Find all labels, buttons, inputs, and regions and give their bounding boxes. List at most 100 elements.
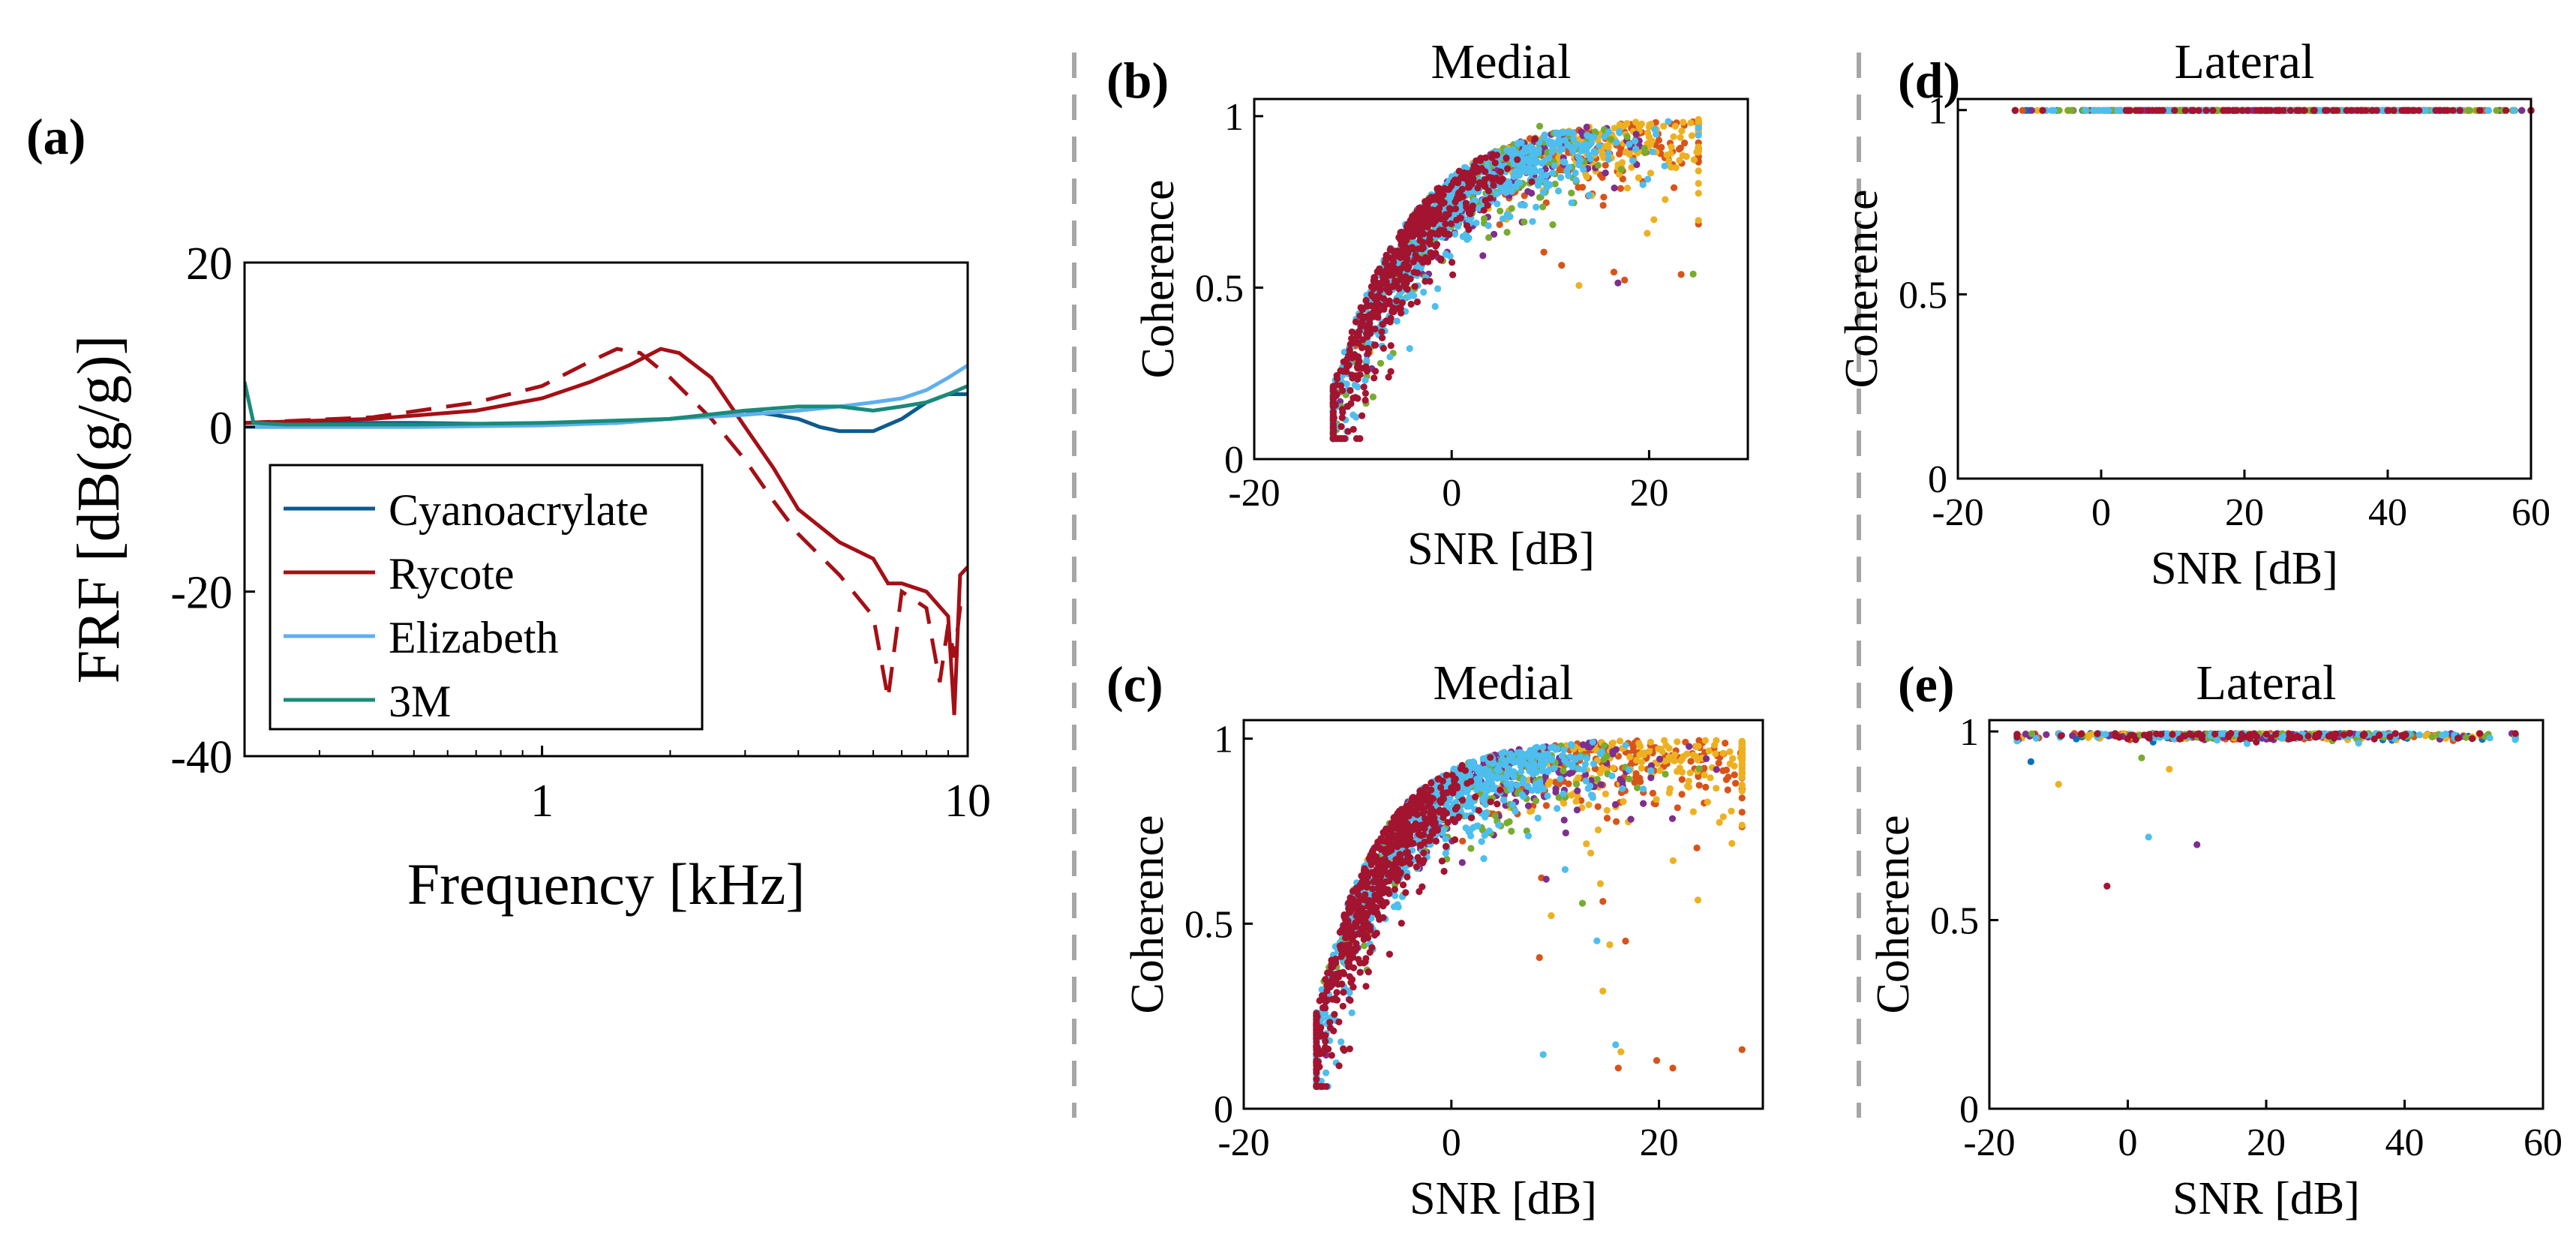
x-axis-label: SNR [dB] bbox=[1410, 1173, 1597, 1224]
scatter-point bbox=[1680, 119, 1687, 126]
scatter-point bbox=[1626, 140, 1633, 148]
scatter-point bbox=[1457, 215, 1464, 222]
scatter-point bbox=[1617, 185, 1624, 192]
scatter-point bbox=[1365, 302, 1372, 309]
scatter-point bbox=[2126, 107, 2133, 114]
scatter-point bbox=[2493, 107, 2500, 114]
scatter-point bbox=[2258, 107, 2266, 114]
scatter-point bbox=[1667, 164, 1674, 171]
scatter-point bbox=[1491, 159, 1499, 167]
scatter-point bbox=[1479, 252, 1487, 260]
scatter-point bbox=[1568, 189, 1575, 197]
scatter-point bbox=[1632, 131, 1640, 138]
scatter-point bbox=[1524, 761, 1532, 769]
scatter-point bbox=[1448, 191, 1455, 199]
scatter-point bbox=[1575, 774, 1582, 782]
scatter-point bbox=[1632, 146, 1640, 153]
scatter-point bbox=[1606, 941, 1614, 948]
frf-line-rycote-dashed bbox=[245, 347, 968, 699]
scatter-point bbox=[1395, 807, 1403, 815]
scatter-point bbox=[1444, 186, 1452, 194]
scatter-point bbox=[1445, 230, 1452, 238]
scatter-point bbox=[1612, 1041, 1620, 1049]
scatter-point bbox=[1499, 186, 1507, 194]
scatter-point bbox=[1470, 178, 1477, 185]
scatter-point bbox=[1497, 178, 1504, 185]
scatter-point bbox=[1328, 1052, 1335, 1059]
scatter-point bbox=[1371, 325, 1379, 333]
scatter-point bbox=[1533, 146, 1540, 154]
scatter-point bbox=[1442, 211, 1449, 218]
scatter-point bbox=[1354, 395, 1362, 402]
scatter-point bbox=[1446, 205, 1453, 212]
frf-lines bbox=[245, 347, 968, 716]
scatter-point bbox=[1575, 161, 1583, 169]
scatter-point bbox=[1661, 162, 1668, 170]
scatter-point bbox=[1323, 1069, 1330, 1076]
scatter-point bbox=[1649, 789, 1656, 797]
scatter-point bbox=[1686, 769, 1694, 776]
scatter-point bbox=[1514, 140, 1521, 148]
scatter-point bbox=[1356, 435, 1364, 443]
scatter-point bbox=[1589, 794, 1596, 801]
scatter-point bbox=[1424, 215, 1432, 222]
scatter-point bbox=[1403, 231, 1411, 239]
scatter-point bbox=[1443, 771, 1450, 779]
chart-title: Lateral bbox=[2175, 35, 2315, 89]
scatter-point bbox=[2409, 107, 2417, 114]
scatter-point bbox=[2105, 107, 2112, 114]
scatter-point bbox=[2415, 107, 2423, 114]
scatter-point bbox=[1403, 849, 1410, 857]
scatter-point bbox=[1490, 182, 1497, 189]
scatter-point bbox=[1616, 129, 1623, 137]
scatter-point bbox=[1506, 818, 1513, 825]
scatter-point bbox=[1725, 773, 1732, 781]
scatter-point bbox=[1417, 842, 1425, 849]
scatter-point bbox=[2310, 107, 2318, 114]
scatter-point bbox=[1479, 826, 1486, 834]
scatter-point bbox=[1587, 133, 1594, 140]
scatter-point bbox=[1487, 754, 1494, 761]
scatter-point bbox=[1603, 752, 1611, 760]
scatter-point bbox=[1420, 288, 1428, 296]
scatter-point bbox=[1678, 768, 1686, 776]
scatter-point bbox=[1656, 755, 1664, 763]
scatter-point bbox=[1329, 408, 1337, 416]
scatter-point bbox=[1548, 170, 1557, 177]
x-tick-label: 0 bbox=[1442, 472, 1461, 515]
scatter-point bbox=[1644, 230, 1651, 237]
scatter-point bbox=[1583, 123, 1590, 131]
scatter-point bbox=[1536, 122, 1544, 130]
scatter-point bbox=[1728, 839, 1736, 847]
scatter-point bbox=[1443, 789, 1451, 797]
x-tick-label-a: 10 bbox=[944, 776, 991, 827]
scatter-point bbox=[1410, 806, 1418, 814]
y-tick-label: 0.5 bbox=[1195, 267, 1244, 310]
scatter-point bbox=[1479, 796, 1486, 803]
scatter-point bbox=[1384, 871, 1392, 878]
scatter-point bbox=[1570, 135, 1578, 143]
scatter-point bbox=[1653, 796, 1660, 803]
scatter-point bbox=[1639, 785, 1647, 793]
scatter-point bbox=[1738, 740, 1746, 747]
scatter-point bbox=[1518, 160, 1525, 168]
scatter-point bbox=[1353, 413, 1360, 421]
scatter-point bbox=[1376, 844, 1383, 851]
scatter-point bbox=[1362, 296, 1370, 304]
scatter-point bbox=[1338, 1038, 1345, 1046]
scatter-point bbox=[1552, 785, 1560, 793]
scatter-point bbox=[1413, 221, 1420, 229]
scatter-point bbox=[2082, 107, 2090, 114]
scatter-point bbox=[1383, 825, 1390, 833]
scatter-point bbox=[1526, 164, 1533, 172]
scatter-point bbox=[1590, 760, 1598, 767]
scatter-point bbox=[1546, 766, 1554, 773]
scatter-point bbox=[1617, 737, 1624, 745]
scatter-point bbox=[1370, 277, 1377, 284]
scatter-point bbox=[1528, 178, 1536, 185]
scatter-point bbox=[1632, 756, 1641, 764]
scatter-point bbox=[1608, 772, 1616, 779]
scatter-point bbox=[1530, 760, 1538, 767]
